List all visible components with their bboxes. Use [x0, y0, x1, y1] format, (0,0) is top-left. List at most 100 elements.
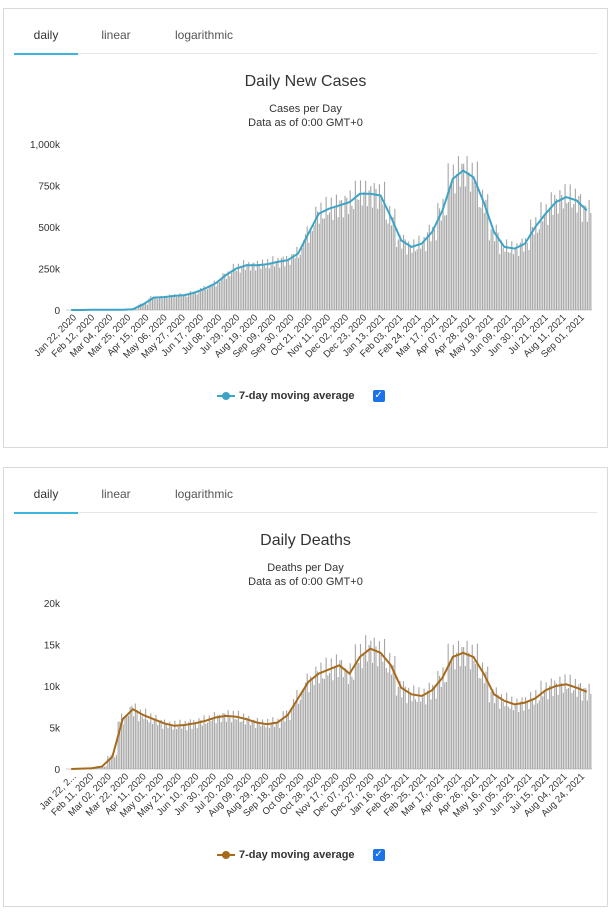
data-bar[interactable]	[261, 259, 264, 310]
data-bar[interactable]	[153, 718, 155, 769]
data-bar[interactable]	[370, 640, 372, 769]
data-bar[interactable]	[127, 715, 130, 769]
data-bar[interactable]	[451, 183, 453, 310]
data-bar[interactable]	[413, 239, 415, 310]
data-bar[interactable]	[103, 766, 105, 769]
data-bar[interactable]	[567, 202, 570, 310]
data-bar[interactable]	[469, 191, 472, 310]
data-bar[interactable]	[258, 265, 260, 310]
data-bar[interactable]	[151, 723, 154, 769]
data-bar[interactable]	[530, 692, 532, 769]
data-bar[interactable]	[397, 239, 399, 310]
data-bar[interactable]	[378, 641, 380, 769]
data-bar[interactable]	[456, 173, 458, 310]
data-bar[interactable]	[487, 666, 489, 769]
data-bar[interactable]	[447, 163, 449, 310]
data-bar[interactable]	[237, 710, 240, 769]
data-bar[interactable]	[200, 288, 202, 310]
data-bar[interactable]	[267, 718, 269, 769]
data-bar[interactable]	[301, 691, 303, 769]
data-bar[interactable]	[480, 207, 482, 310]
data-bar[interactable]	[256, 260, 258, 310]
data-bar[interactable]	[206, 289, 209, 310]
data-bar[interactable]	[310, 676, 312, 769]
data-bar[interactable]	[241, 721, 243, 769]
data-bar[interactable]	[286, 255, 288, 310]
data-bar[interactable]	[524, 238, 527, 310]
data-bar[interactable]	[516, 698, 518, 769]
data-bar[interactable]	[286, 710, 288, 769]
data-bar[interactable]	[561, 682, 563, 769]
data-bar[interactable]	[536, 703, 539, 769]
data-bar[interactable]	[555, 198, 558, 310]
data-bar[interactable]	[148, 722, 150, 769]
data-bar[interactable]	[277, 718, 279, 769]
data-bar[interactable]	[564, 674, 566, 769]
data-bar[interactable]	[322, 678, 324, 769]
data-bar[interactable]	[210, 285, 212, 310]
data-bar[interactable]	[426, 690, 429, 769]
data-bar[interactable]	[481, 662, 484, 769]
data-bar[interactable]	[564, 184, 566, 310]
data-bar[interactable]	[411, 252, 413, 310]
data-bar[interactable]	[416, 702, 418, 769]
data-bar[interactable]	[292, 253, 295, 310]
data-bar[interactable]	[518, 711, 520, 769]
data-bar[interactable]	[225, 721, 227, 769]
data-bar[interactable]	[459, 186, 461, 310]
data-bar[interactable]	[265, 267, 267, 310]
data-bar[interactable]	[549, 685, 551, 769]
data-bar[interactable]	[485, 671, 487, 769]
data-bar[interactable]	[382, 204, 384, 310]
data-bar[interactable]	[303, 240, 305, 310]
data-bar[interactable]	[497, 694, 499, 769]
data-bar[interactable]	[535, 217, 537, 310]
data-bar[interactable]	[208, 286, 210, 310]
data-bar[interactable]	[145, 303, 147, 310]
data-bar[interactable]	[347, 684, 350, 769]
data-bar[interactable]	[115, 755, 117, 769]
data-bar[interactable]	[129, 706, 131, 769]
data-bar[interactable]	[445, 681, 448, 769]
data-bar[interactable]	[519, 242, 521, 310]
data-bar[interactable]	[535, 690, 537, 769]
data-bar[interactable]	[181, 296, 183, 310]
data-bar[interactable]	[566, 688, 568, 769]
data-bar[interactable]	[579, 682, 582, 769]
data-bar[interactable]	[504, 251, 506, 310]
data-bar[interactable]	[337, 217, 339, 310]
data-bar[interactable]	[404, 686, 406, 769]
data-bar[interactable]	[246, 263, 248, 310]
data-bar[interactable]	[581, 700, 583, 769]
data-bar[interactable]	[521, 697, 523, 769]
data-bar[interactable]	[157, 725, 159, 769]
data-bar[interactable]	[231, 722, 233, 769]
data-bar[interactable]	[425, 251, 427, 310]
data-bar[interactable]	[218, 282, 221, 310]
data-bar[interactable]	[225, 279, 227, 310]
data-bar[interactable]	[294, 704, 296, 769]
data-bar[interactable]	[323, 218, 325, 310]
data-bar[interactable]	[213, 712, 215, 769]
data-bar[interactable]	[420, 701, 422, 769]
data-bar[interactable]	[485, 199, 487, 310]
data-bar[interactable]	[349, 663, 351, 769]
data-bar[interactable]	[163, 719, 166, 769]
data-bar[interactable]	[181, 728, 183, 769]
data-bar[interactable]	[471, 644, 473, 769]
data-bar[interactable]	[267, 258, 269, 310]
data-bar[interactable]	[139, 303, 142, 310]
data-bar[interactable]	[229, 276, 231, 310]
data-bar[interactable]	[224, 273, 226, 310]
data-bar[interactable]	[569, 184, 571, 310]
data-bar[interactable]	[206, 722, 209, 769]
data-bar[interactable]	[442, 198, 444, 310]
data-bar[interactable]	[519, 701, 521, 769]
data-bar[interactable]	[191, 728, 193, 769]
data-bar[interactable]	[179, 293, 181, 310]
data-bar[interactable]	[356, 198, 358, 310]
data-bar[interactable]	[445, 214, 448, 310]
data-bar[interactable]	[215, 286, 217, 310]
data-bar[interactable]	[306, 226, 308, 310]
data-bar[interactable]	[408, 241, 410, 310]
